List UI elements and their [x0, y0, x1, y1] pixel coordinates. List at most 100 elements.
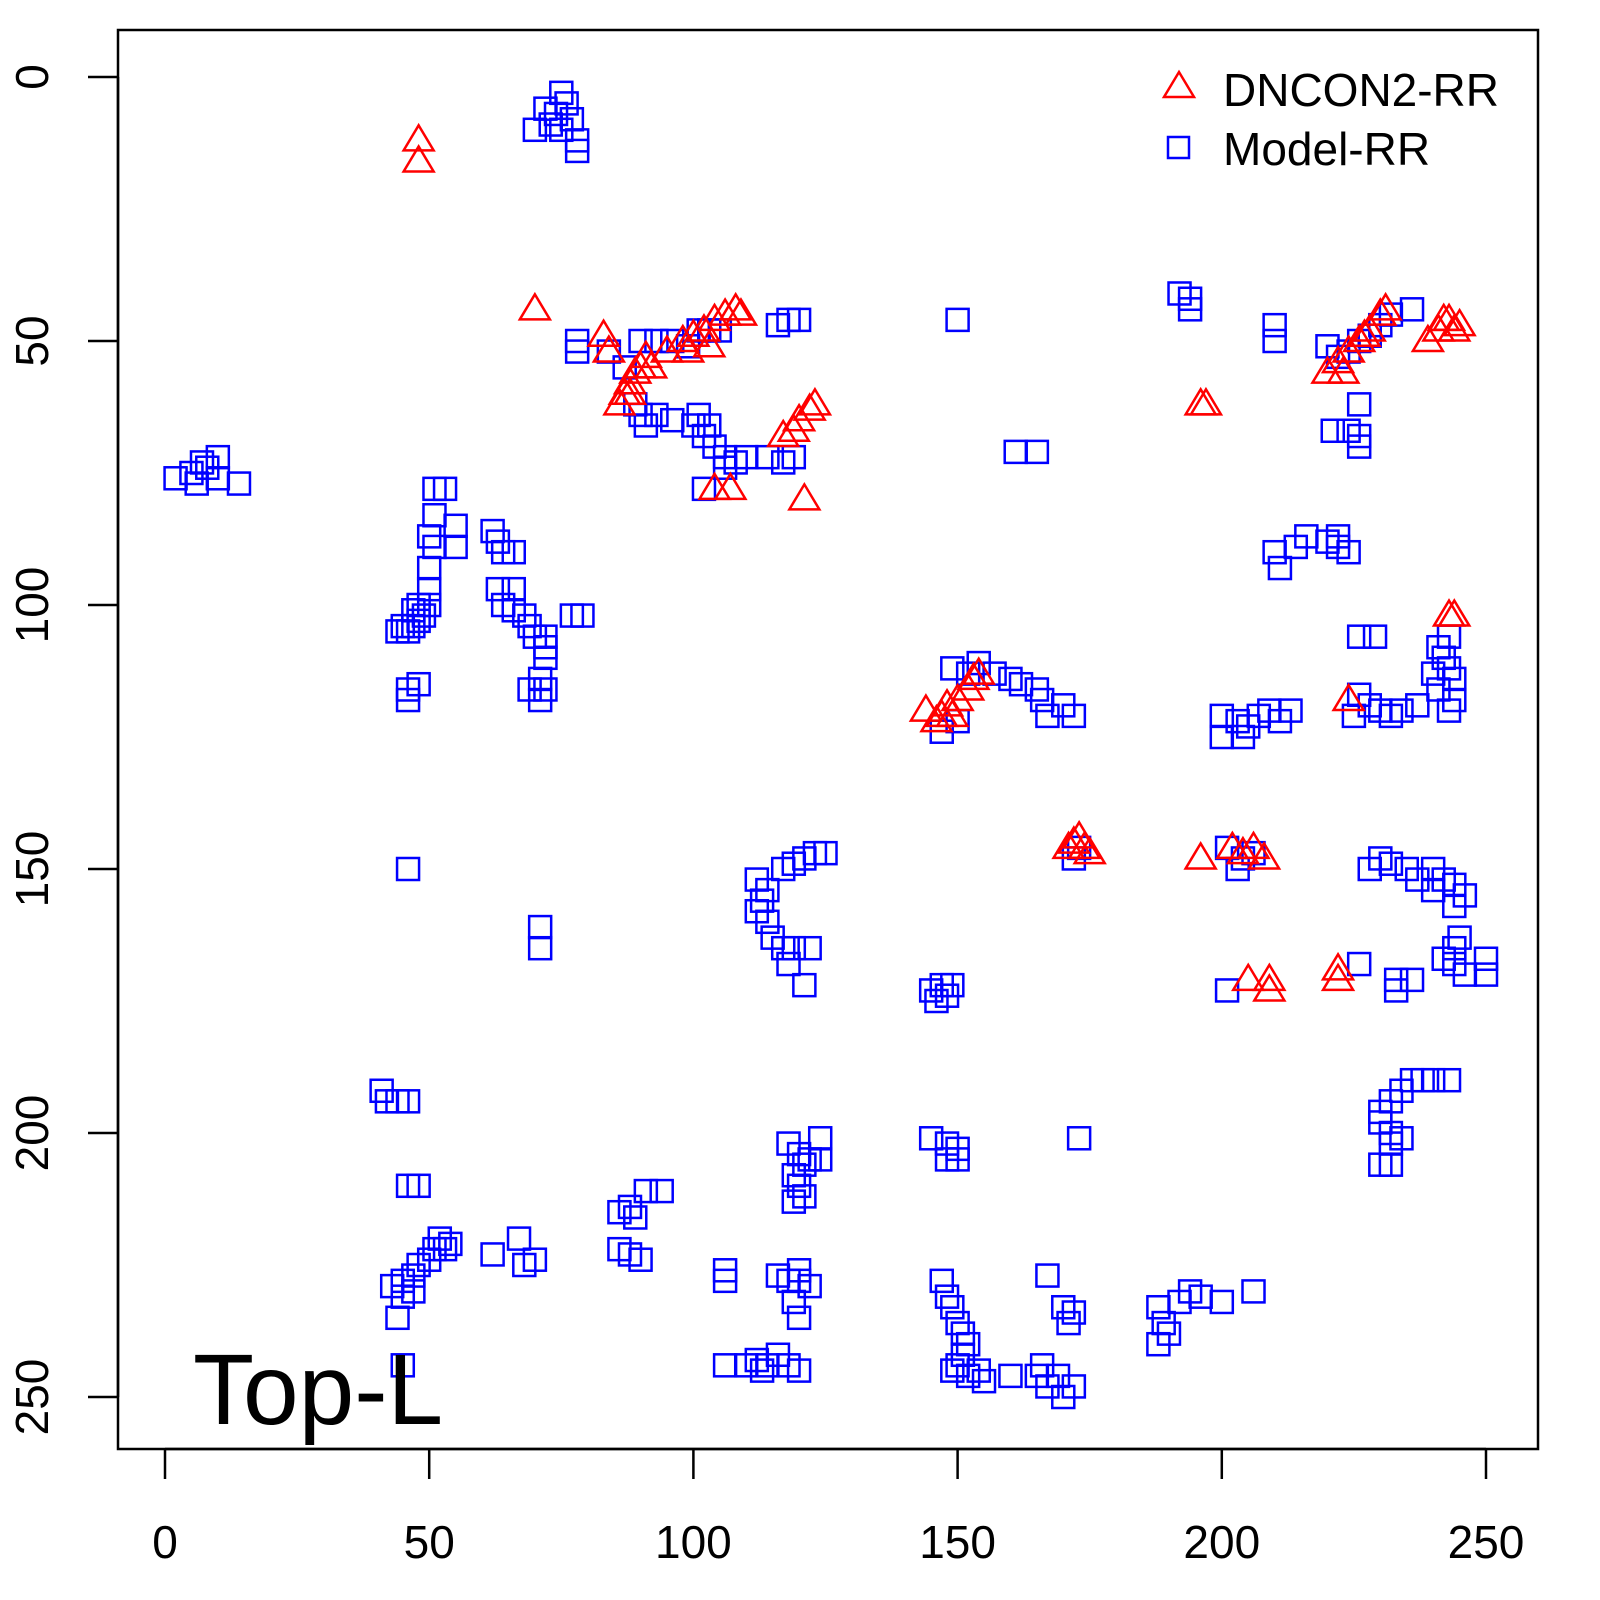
model-rr-point: [1399, 967, 1425, 993]
model-rr-point: [1447, 925, 1472, 950]
dncon2-rr-point: [1410, 323, 1446, 353]
dncon2-rr-point: [618, 355, 653, 384]
model-rr-point: [1035, 703, 1060, 729]
model-rr-point: [443, 534, 468, 560]
model-rr-point: [1278, 698, 1303, 723]
dncon2-rr-point: [1331, 682, 1366, 712]
dncon2-rr-point: [1368, 291, 1403, 321]
model-rr-point: [480, 1242, 505, 1267]
model-rr-point: [623, 1205, 648, 1230]
dncon2-rr-point: [586, 318, 621, 347]
model-rr-point: [940, 656, 965, 681]
dncon2-rr-point: [1326, 355, 1361, 384]
model-rr-point: [712, 455, 738, 480]
dncon2-rr-point: [1437, 598, 1472, 627]
legend-label-dncon2: DNCON2-RR: [1223, 64, 1499, 116]
model-rr-point: [1378, 1152, 1404, 1177]
x-axis: 0 50 100 150 200 250: [152, 1447, 1525, 1568]
model-rr-point: [1346, 434, 1372, 459]
dncon2-rr-point: [1231, 962, 1266, 992]
model-rr-point: [786, 1305, 812, 1331]
dncon2-rr-point: [713, 471, 748, 501]
model-rr-point: [564, 339, 590, 364]
model-rr-point: [1346, 392, 1372, 417]
dncon2-rr-point: [1225, 835, 1261, 865]
dncon2-rr-point: [1188, 386, 1224, 416]
legend-triangle-icon: [1161, 69, 1197, 99]
model-rr-point: [1177, 297, 1203, 322]
model-rr-point: [1442, 893, 1467, 919]
model-rr-point: [1436, 698, 1462, 723]
model-rr-point: [401, 1279, 426, 1304]
model-rr-point: [1378, 851, 1404, 876]
model-rr-point: [432, 1236, 458, 1262]
legend-label-model: Model-RR: [1223, 123, 1430, 175]
model-rr-point: [918, 1126, 944, 1151]
model-rr-point: [385, 1305, 410, 1331]
model-rr-point: [1262, 539, 1287, 565]
x-tick-label: 50: [404, 1516, 455, 1568]
model-rr-point: [1209, 1289, 1235, 1315]
model-rr-point: [406, 1173, 431, 1199]
model-rr-point: [501, 539, 526, 565]
dncon2-rr-point: [935, 698, 970, 728]
top-l-annotation: Top-L: [193, 1334, 443, 1446]
model-rr-point: [1230, 724, 1256, 750]
model-rr-point: [1320, 418, 1346, 444]
legend: DNCON2-RR Model-RR: [1161, 64, 1499, 175]
dncon2-rr-point: [633, 349, 669, 379]
model-rr-point: [189, 450, 215, 475]
model-rr-point: [786, 1358, 812, 1383]
model-rr-point: [649, 1178, 674, 1204]
model-rr-point: [385, 619, 410, 644]
model-rr-point: [697, 413, 722, 438]
model-rr-point: [934, 1147, 960, 1172]
dncon2-rr-point: [1437, 313, 1472, 342]
model-rr-point: [797, 1273, 822, 1299]
dncon2-rr-point: [1363, 297, 1398, 326]
model-rr-point: [940, 1294, 965, 1320]
model-rr-point: [1035, 1263, 1060, 1288]
x-tick-label: 250: [1448, 1516, 1525, 1568]
model-rr-point: [660, 407, 685, 433]
dncon2-rr-point: [1252, 962, 1287, 992]
y-tick-label: 50: [6, 315, 58, 366]
model-rr-point: [163, 466, 188, 491]
model-rr-point: [564, 138, 590, 164]
y-tick-label: 250: [6, 1359, 58, 1436]
model-rr-point: [1146, 1294, 1171, 1320]
model-rr-point: [781, 1189, 807, 1214]
dncon2-rr-point: [670, 334, 706, 363]
plot-frame: [116, 28, 1540, 1451]
dncon2-rr-series: [401, 122, 1477, 1002]
model-rr-point: [691, 476, 717, 502]
x-tick-label: 0: [152, 1516, 178, 1568]
model-rr-point: [1029, 1353, 1055, 1378]
model-rr-point: [416, 555, 442, 581]
model-rr-point: [712, 1353, 738, 1378]
model-rr-point: [1420, 1067, 1446, 1093]
model-rr-point: [527, 914, 553, 940]
model-rr-point: [1431, 946, 1456, 972]
dncon2-rr-point: [1236, 830, 1271, 860]
model-rr-point: [1473, 962, 1499, 987]
dncon2-rr-point: [401, 144, 436, 173]
model-rr-point: [1341, 703, 1367, 729]
dncon2-rr-point: [1352, 313, 1387, 342]
dncon2-rr-point: [1183, 386, 1218, 416]
model-rr-series: [163, 80, 1499, 1410]
model-rr-point: [1405, 693, 1430, 718]
dncon2-rr-point: [919, 703, 954, 733]
dncon2-rr-point: [797, 386, 833, 416]
model-rr-point: [1066, 1126, 1092, 1151]
model-rr-point: [1008, 671, 1034, 697]
model-rr-point: [1241, 1279, 1266, 1304]
dncon2-rr-point: [692, 328, 727, 358]
y-tick-label: 150: [6, 831, 58, 908]
dncon2-rr-point: [1331, 334, 1366, 363]
model-rr-point: [438, 1231, 463, 1257]
model-rr-point: [1325, 524, 1351, 549]
model-rr-point: [776, 951, 801, 977]
model-rr-point: [406, 592, 431, 618]
